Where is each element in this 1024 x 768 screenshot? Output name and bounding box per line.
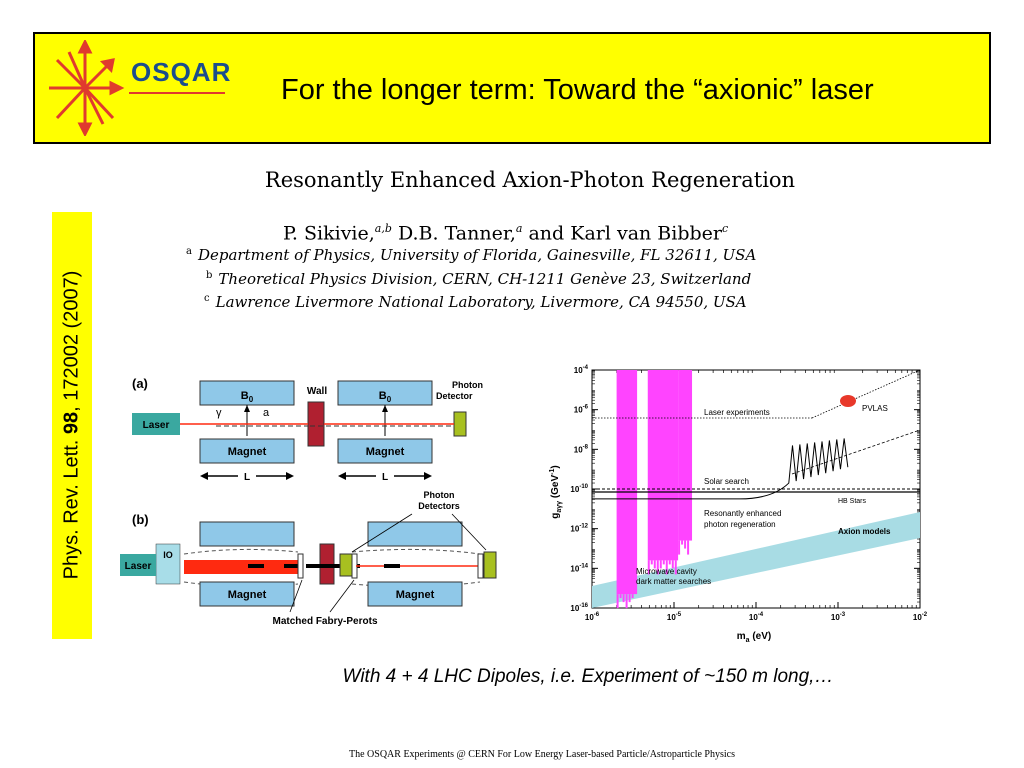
panel-b-label: (b) (132, 512, 149, 527)
detector-block-b1 (339, 553, 353, 577)
x-tick-label: 10-5 (667, 612, 682, 622)
paper-title: Resonantly Enhanced Axion-Photon Regener… (264, 168, 796, 192)
affiliation-c: c Lawrence Livermore National Laboratory,… (204, 293, 747, 311)
affiliation-b: b Theoretical Physics Division, CERN, CH-… (206, 270, 752, 288)
b0-label-right: B0 (379, 390, 392, 404)
axion-models-band (592, 512, 920, 608)
osqar-logo: OSQAR (45, 38, 235, 138)
magnet-box-left (199, 438, 295, 464)
gamma-label: γ (216, 407, 222, 419)
svg-text:Magnet: Magnet (366, 446, 405, 458)
laser-label-b: Laser (125, 561, 152, 572)
fabry-perot-label: Matched Fabry-Perots (272, 616, 377, 627)
cavity-spike-tooth (650, 560, 653, 565)
cavity-spike-tooth (631, 594, 634, 599)
io-box (155, 543, 181, 585)
cavity-spike-tooth (647, 560, 650, 575)
b-upper-box-left (199, 521, 295, 547)
cavity-spike-tooth (616, 594, 619, 609)
b0-label-left: B0 (241, 390, 254, 404)
wall-label: Wall (307, 386, 327, 397)
svg-text:IO: IO (163, 550, 173, 560)
cavity-spike-tooth (659, 560, 662, 569)
cavity-spike-tooth (622, 594, 625, 603)
magnet-box-right (337, 438, 433, 464)
axion-label: a (263, 407, 270, 419)
wall-block (307, 401, 325, 447)
experiment-diagram: (a) B0 B0 Wall Photon Detector Laser γ a … (120, 376, 497, 627)
exclusion-plot: 10-6 10-5 10-4 10-3 10-2 10-4 10-6 10-8 10-10 10… (549, 365, 928, 644)
logo-text: OSQAR (131, 57, 232, 87)
svg-text:Magnet: Magnet (396, 589, 435, 601)
x-axis-label: ma (eV) (737, 631, 771, 644)
pvlas-point (840, 395, 856, 407)
paper-authors: P. Sikivie,a,b D.B. Tanner,a and Karl va… (283, 222, 729, 245)
label-resonant: Resonantly enhanced photon regeneration (704, 509, 781, 529)
laser-box-a (132, 413, 180, 435)
cavity-spike-tooth (662, 560, 665, 565)
cavity-spike-tooth (678, 540, 681, 555)
cavity-beam-left (184, 560, 302, 574)
label-pvlas: PVLAS (862, 404, 888, 413)
cavity-spike-tooth (653, 560, 656, 569)
cavity-spike (616, 370, 638, 595)
label-laser-experiments: Laser experiments (704, 408, 770, 417)
cavity-spike-tooth (681, 540, 684, 545)
y-tick-label: 10-8 (574, 444, 589, 454)
magnet-box-right-b (367, 581, 463, 607)
y-tick-label: 10-6 (574, 405, 589, 415)
laser-star-icon (49, 38, 125, 138)
laser-box-b (120, 554, 156, 576)
label-hb: HB Stars (838, 498, 867, 505)
detector-block-b2 (483, 551, 497, 579)
x-tick-label: 10-2 (913, 612, 928, 622)
detector-block (453, 411, 467, 437)
photon-detectors-label: Photon Detectors (418, 490, 460, 511)
svg-text:L: L (244, 472, 250, 483)
panel-a-label: (a) (132, 376, 148, 391)
x-tick-label: 10-3 (831, 612, 846, 622)
y-tick-label: 10-4 (574, 365, 589, 375)
y-axis-label: gaγγ (GeV-1) (549, 465, 563, 519)
b-upper-box-right (367, 521, 463, 547)
microwave-cavity-region (616, 370, 693, 609)
svg-text:L: L (382, 472, 388, 483)
label-cavity: Microwave cavity dark matter searches (636, 567, 711, 586)
photon-detector-label: Photon Detector (436, 380, 483, 401)
y-tick-label: 10-12 (570, 524, 588, 534)
laser-label-a: Laser (143, 420, 170, 431)
caption: With 4 + 4 LHC Dipoles, i.e. Experiment … (342, 666, 834, 687)
resonant-curve (592, 438, 849, 500)
b0-box-right (337, 380, 433, 406)
x-tick-label: 10-4 (749, 612, 764, 622)
cavity-spike-tooth (628, 594, 631, 603)
label-solar: Solar search (704, 477, 749, 486)
citation-sidebar: Phys. Rev. Lett. 98, 172002 (2007) (52, 212, 92, 639)
svg-text:Magnet: Magnet (228, 446, 267, 458)
y-tick-label: 10-16 (570, 603, 588, 613)
cavity-spike-tooth (687, 540, 690, 555)
svg-text:Magnet: Magnet (228, 589, 267, 601)
slide-title: For the longer term: Toward the “axionic… (281, 74, 874, 106)
cavity-spike-tooth (684, 540, 687, 549)
x-tick-label: 10-6 (585, 612, 600, 622)
cavity-spike-tooth (665, 560, 668, 575)
cavity-spike-tooth (619, 594, 622, 599)
cavity-spike (678, 370, 693, 541)
cavity-spike-tooth (656, 560, 659, 575)
cavity-spike-tooth (668, 560, 671, 565)
logo-underline (129, 92, 225, 94)
cavity-spike-tooth (625, 594, 628, 609)
cavity-spike-tooth (674, 560, 677, 575)
cavity-spike (647, 370, 679, 561)
magnet-box-left-b (199, 581, 295, 607)
affiliation-a: a Department of Physics, University of Fl… (186, 246, 757, 264)
footer: The OSQAR Experiments @ CERN For Low Ene… (349, 749, 735, 760)
citation-text: Phys. Rev. Lett. 98, 172002 (2007) (60, 270, 83, 580)
label-axion-models: Axion models (838, 527, 891, 536)
y-tick-label: 10-10 (570, 484, 588, 494)
cavity-spike-tooth (671, 560, 674, 569)
slide-header: OSQAR For the longer term: Toward the “a… (33, 32, 991, 144)
y-tick-label: 10-14 (570, 563, 588, 573)
